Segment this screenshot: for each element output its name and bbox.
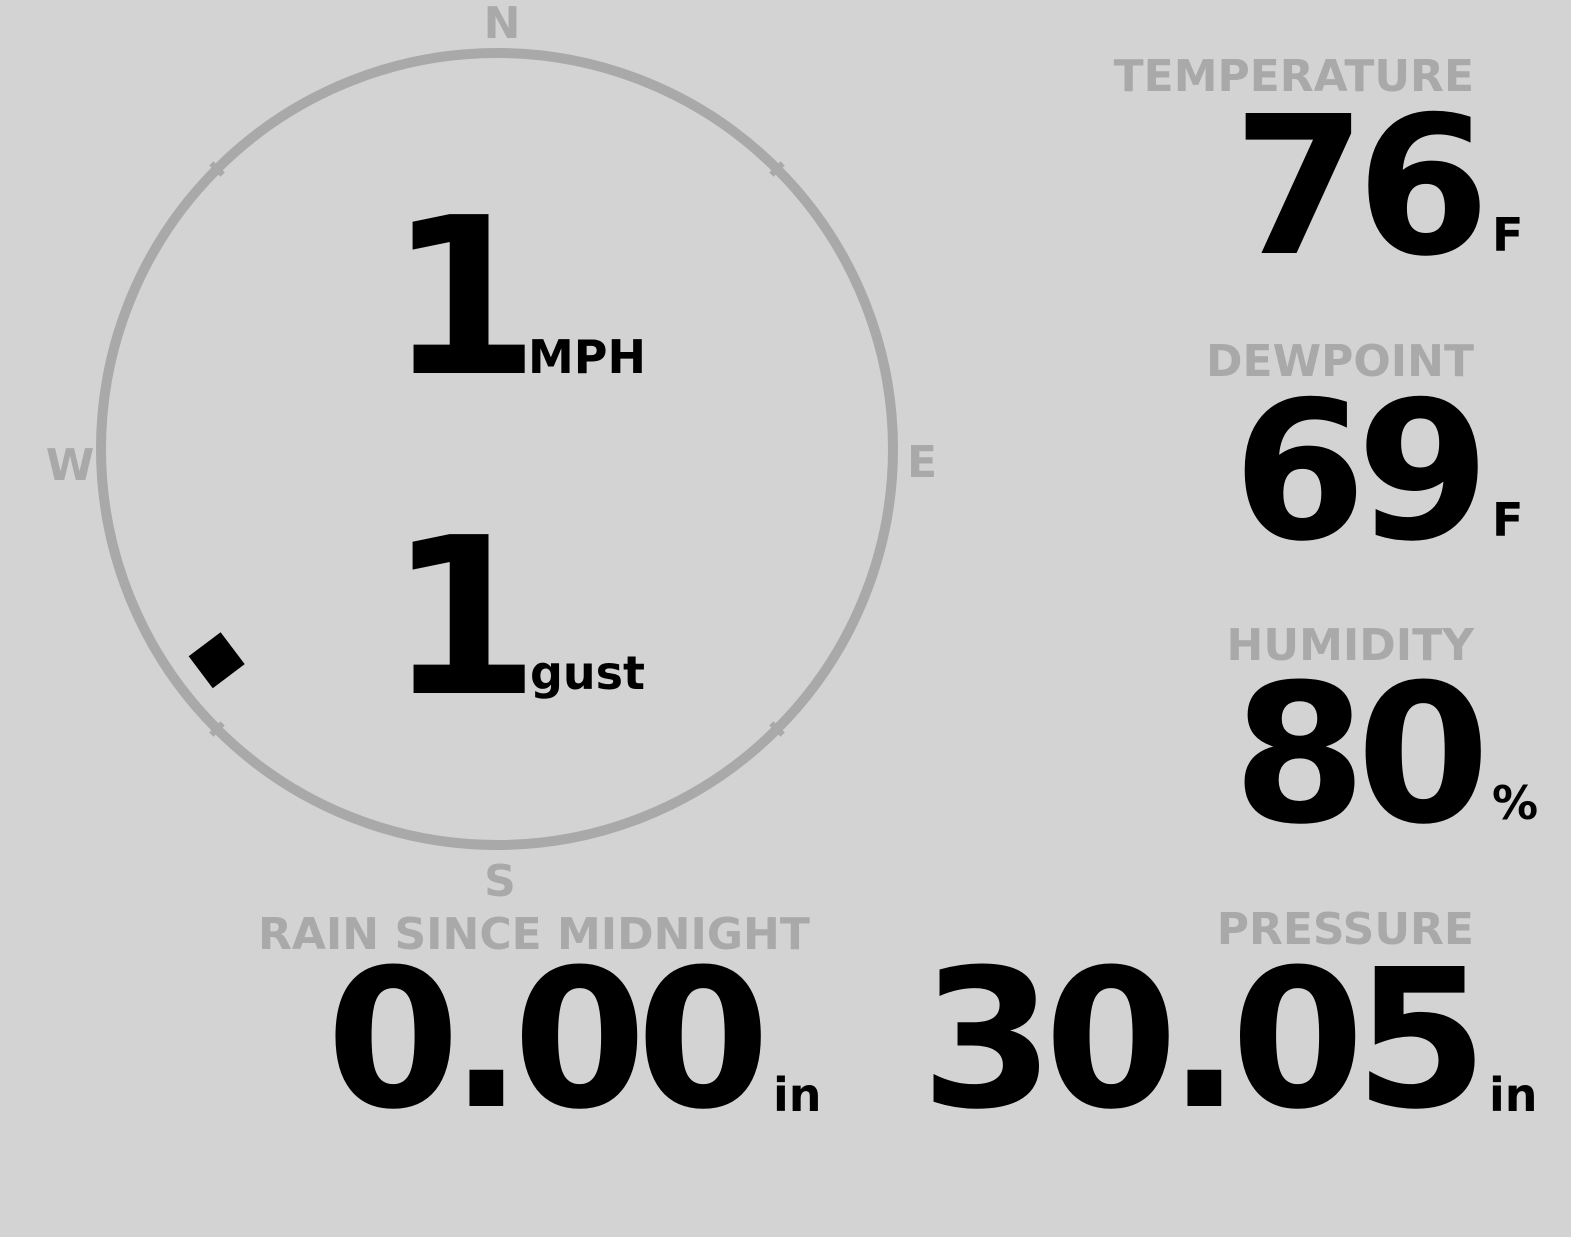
compass-west: W <box>45 440 95 491</box>
wind-speed-unit: MPH <box>528 330 646 384</box>
rain-label: RAIN SINCE MIDNIGHT <box>258 909 810 960</box>
wind-speed-value: 1 <box>388 172 540 425</box>
dewpoint-label: DEWPOINT <box>1206 336 1474 387</box>
humidity-value: 80 <box>1232 644 1490 867</box>
pressure-label: PRESSURE <box>1216 904 1474 955</box>
dewpoint-value: 69 <box>1232 361 1490 584</box>
compass-circle <box>96 48 898 850</box>
compass-north: N <box>483 0 521 49</box>
wind-gust-value: 1 <box>388 492 540 745</box>
humidity-label: HUMIDITY <box>1226 620 1474 671</box>
temperature-label: TEMPERATURE <box>1113 51 1474 102</box>
pressure-value: 30.05 <box>920 929 1488 1152</box>
temperature-value: 76 <box>1232 76 1490 299</box>
compass-tick <box>769 161 785 177</box>
dewpoint-unit: F <box>1492 493 1524 547</box>
humidity-unit: % <box>1492 776 1539 830</box>
rain-value: 0.00 <box>326 929 770 1152</box>
wind-direction-marker <box>188 632 245 689</box>
compass-south: S <box>484 856 516 907</box>
compass-tick <box>769 721 785 737</box>
rain-unit: in <box>773 1068 822 1122</box>
compass-tick <box>209 721 225 737</box>
wind-gust-unit: gust <box>530 646 646 700</box>
compass-east: E <box>906 437 938 488</box>
pressure-unit: in <box>1489 1068 1538 1122</box>
temperature-unit: F <box>1492 208 1524 262</box>
compass-tick <box>209 161 225 177</box>
